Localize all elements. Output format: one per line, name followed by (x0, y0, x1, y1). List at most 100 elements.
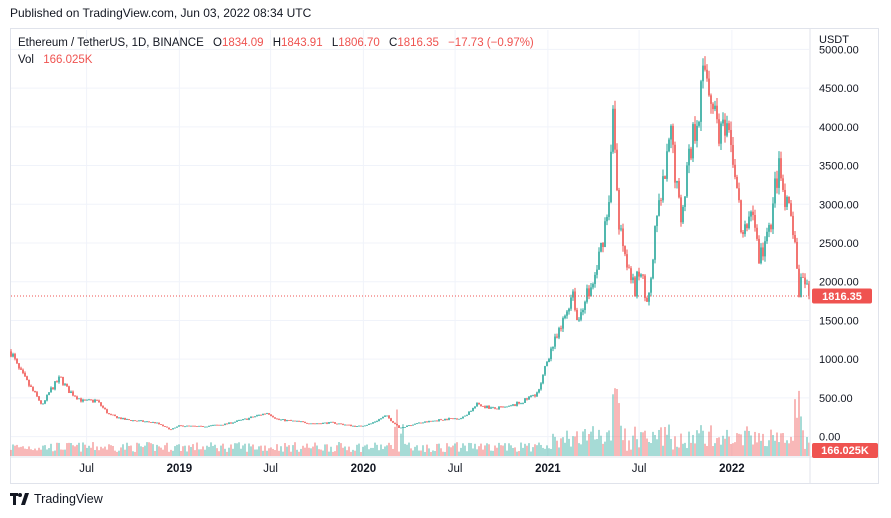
volume-bar (242, 445, 244, 456)
candle-body (162, 424, 164, 427)
candle-body (558, 328, 560, 338)
candle-body (234, 421, 236, 423)
candle-body (444, 418, 446, 421)
candle-body (126, 419, 128, 420)
volume-bar (766, 446, 768, 456)
candle-body (372, 422, 374, 424)
candle-body (672, 125, 674, 145)
volume-label[interactable]: Vol (18, 54, 34, 66)
candle-body (114, 414, 116, 417)
candle-body (326, 422, 328, 424)
volume-bar (128, 445, 130, 456)
candle-body (140, 420, 142, 422)
volume-bar (584, 429, 586, 456)
candle-body (598, 251, 600, 270)
chart-grid (11, 30, 809, 456)
volume-bar (406, 444, 408, 456)
volume-bar (424, 451, 426, 456)
volume-bar (342, 447, 344, 456)
candle-body (808, 283, 810, 296)
volume-bar (20, 446, 22, 456)
volume-bar (256, 449, 258, 456)
volume-bar (306, 443, 308, 456)
volume-bar (274, 450, 276, 456)
x-tick-label: 2022 (719, 463, 745, 475)
volume-bar (538, 442, 540, 456)
candle-body (588, 288, 590, 297)
candle-body (524, 398, 526, 403)
candle-body (522, 402, 524, 404)
candle-body (592, 283, 594, 288)
volume-bar (338, 442, 340, 456)
x-tick-label: Jul (79, 463, 94, 475)
volume-bar (130, 445, 132, 456)
volume-bar (332, 451, 334, 456)
candle-body (18, 363, 20, 369)
volume-bar (786, 440, 788, 456)
candle-body (358, 425, 360, 427)
volume-bar (488, 444, 490, 456)
candle-body (110, 414, 112, 415)
volume-bar (184, 445, 186, 456)
candle-body (580, 312, 582, 320)
volume-bar (726, 429, 728, 456)
candles (10, 56, 810, 431)
candle-body (108, 413, 110, 415)
volume-bar (496, 447, 498, 456)
candle-body (694, 124, 696, 141)
candle-body (72, 391, 74, 396)
volume-bar (662, 445, 664, 456)
candle-body (348, 424, 350, 426)
volume-bar (742, 445, 744, 456)
volume-bar (410, 448, 412, 456)
volume-bar (394, 426, 396, 456)
candle-body (22, 369, 24, 373)
candle-body (262, 413, 264, 416)
volume-bar (194, 450, 196, 456)
volume-bar (324, 444, 326, 456)
volume-bar (562, 437, 564, 456)
volume-bar (142, 447, 144, 456)
candle-body (564, 315, 566, 319)
volume-bar (600, 435, 602, 456)
candle-body (332, 421, 334, 423)
volume-bar (58, 442, 60, 456)
volume-bar (138, 443, 140, 456)
volume-bar (784, 442, 786, 456)
candle-body (324, 422, 326, 424)
footer-brand[interactable]: TradingView (10, 492, 103, 506)
candle-body (596, 269, 598, 275)
volume-bar (794, 399, 796, 456)
candle-body (712, 103, 714, 110)
volume-bar (598, 429, 600, 456)
candle-body (218, 424, 220, 426)
candle-body (740, 200, 742, 233)
candle-body (184, 426, 186, 428)
candle-body (334, 422, 336, 424)
candle-body (390, 418, 392, 422)
candle-body (112, 414, 114, 416)
volume-bar (624, 428, 626, 456)
volume-bar (728, 436, 730, 456)
candle-body (382, 416, 384, 419)
volume-bar (526, 445, 528, 456)
candle-body (790, 203, 792, 216)
candle-body (476, 403, 478, 407)
candle-body (806, 283, 808, 285)
volume-bar (350, 451, 352, 456)
volume-bar (362, 446, 364, 456)
candle-body (768, 225, 770, 232)
low-label: L (331, 37, 339, 49)
candle-body (574, 291, 576, 310)
candle-body (336, 423, 338, 425)
volume-bar (14, 445, 16, 456)
candle-body (260, 414, 262, 416)
volume-bar (134, 451, 136, 456)
candle-body (328, 422, 330, 424)
volume-bar (646, 438, 648, 456)
candle-body (418, 422, 420, 424)
symbol-title[interactable]: Ethereum / TetherUS, 1D, BINANCE (18, 37, 204, 49)
candle-body (128, 419, 130, 420)
volume-bar (676, 446, 678, 456)
